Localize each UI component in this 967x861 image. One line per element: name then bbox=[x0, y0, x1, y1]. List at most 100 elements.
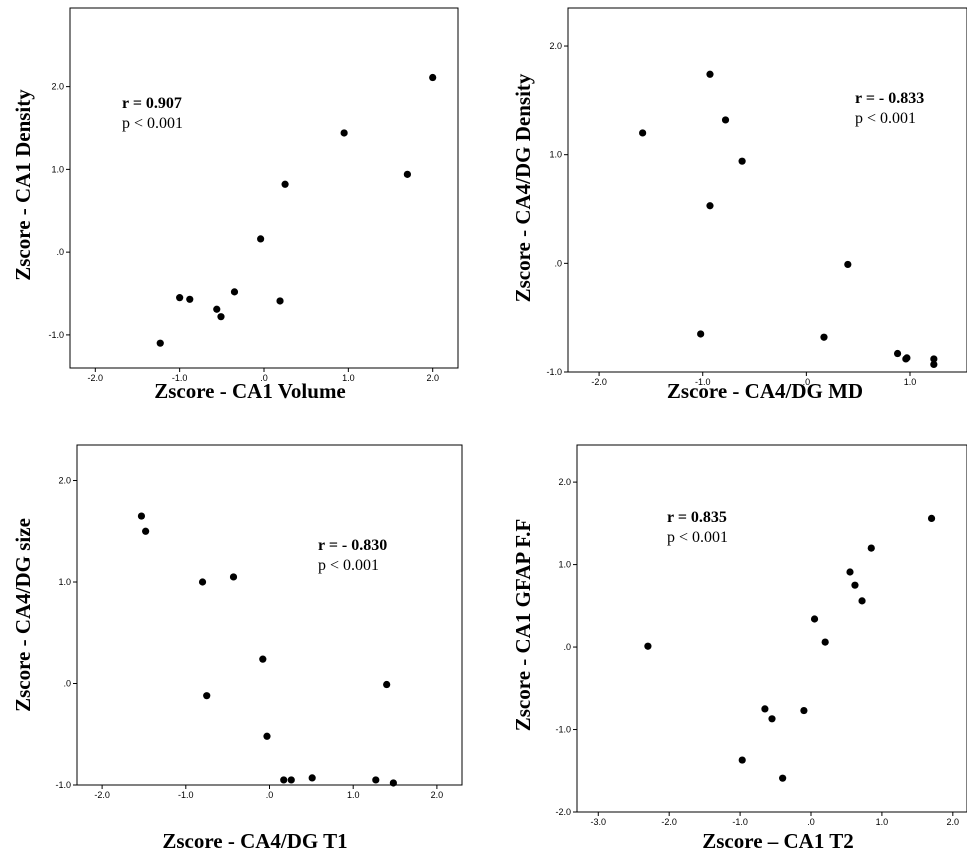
x-tick-label: -1.0 bbox=[695, 377, 711, 387]
y-tick-label: -1.0 bbox=[546, 367, 562, 377]
y-tick-label: .0 bbox=[56, 247, 64, 257]
data-point bbox=[779, 774, 787, 782]
p-value: p < 0.001 bbox=[667, 529, 728, 546]
data-point bbox=[229, 573, 238, 581]
data-point bbox=[903, 354, 911, 362]
x-tick-label: -2.0 bbox=[661, 817, 677, 827]
scatter-panel-1: -2.0 -1.0 .0 1.0 2.0 -1.0 .0 1.0 2.0 Zscore - CA1… bbox=[11, 7, 459, 403]
x-tick-label: .0 bbox=[803, 377, 811, 387]
data-point bbox=[389, 779, 397, 787]
data-point bbox=[768, 715, 776, 723]
data-point bbox=[721, 116, 730, 124]
data-point bbox=[930, 360, 938, 368]
data-point bbox=[706, 70, 714, 78]
data-point bbox=[851, 581, 859, 589]
data-point bbox=[697, 330, 705, 338]
scatter-panel-4: -3.0 -2.0 -1.0 .0 1.0 2.0 -2.0 -1.0 .0 1.0 2.0 Zsco… bbox=[511, 444, 967, 853]
y-tick-label: 1.0 bbox=[549, 150, 562, 160]
plot-frame bbox=[576, 444, 967, 813]
data-point bbox=[142, 527, 150, 535]
data-point bbox=[383, 680, 391, 689]
plot-frame bbox=[69, 7, 459, 369]
y-tick-label: 1.0 bbox=[558, 560, 571, 570]
x-tick-label: 2.0 bbox=[426, 373, 439, 383]
data-point bbox=[639, 129, 647, 137]
scatter-panel-3: -2.0 -1.0 .0 1.0 2.0 -1.0 .0 1.0 2.0 Zscore - CA4… bbox=[11, 444, 463, 853]
y-tick-label: .0 bbox=[563, 642, 571, 652]
data-point bbox=[893, 349, 902, 358]
p-value: p < 0.001 bbox=[318, 557, 379, 574]
data-point bbox=[217, 313, 225, 321]
data-point bbox=[846, 568, 854, 576]
x-tick-label: 2.0 bbox=[431, 790, 444, 800]
data-point bbox=[738, 756, 746, 764]
data-point bbox=[137, 512, 146, 520]
correlation-coefficient: r = 0.907 bbox=[122, 95, 182, 112]
y-tick-label: .0 bbox=[63, 679, 71, 689]
x-axis-label: Zscore - CA4/DG T1 bbox=[162, 829, 347, 853]
data-point bbox=[176, 294, 184, 302]
data-point bbox=[230, 288, 239, 296]
data-point bbox=[927, 514, 936, 523]
x-tick-label: 1.0 bbox=[904, 377, 917, 387]
data-point bbox=[213, 305, 221, 313]
data-point bbox=[259, 655, 267, 663]
x-axis-label: Zscore - CA1 Volume bbox=[154, 379, 346, 403]
data-point bbox=[867, 544, 875, 552]
y-tick-label: -1.0 bbox=[48, 330, 64, 340]
y-tick-label: 1.0 bbox=[58, 577, 71, 587]
data-point bbox=[403, 170, 411, 178]
data-point bbox=[281, 180, 289, 188]
data-point bbox=[257, 235, 265, 243]
scatter-panel-2: -2.0 -1.0 .0 1.0 -1.0 .0 1.0 2.0 Zscore - CA4/DG… bbox=[511, 7, 967, 403]
x-tick-label: 1.0 bbox=[342, 373, 355, 383]
x-tick-label: -2.0 bbox=[94, 790, 110, 800]
data-point bbox=[644, 642, 652, 650]
data-point bbox=[800, 706, 808, 715]
x-tick-label: -3.0 bbox=[591, 817, 607, 827]
data-point bbox=[308, 774, 316, 782]
p-value: p < 0.001 bbox=[122, 115, 183, 132]
x-tick-label: 1.0 bbox=[876, 817, 889, 827]
data-point bbox=[287, 776, 295, 784]
x-tick-label: 1.0 bbox=[347, 790, 360, 800]
data-point bbox=[821, 638, 829, 646]
correlation-coefficient: r = 0.835 bbox=[667, 509, 727, 526]
data-point bbox=[340, 129, 348, 137]
x-tick-label: .0 bbox=[807, 817, 815, 827]
data-point bbox=[186, 295, 194, 303]
x-tick-label: -2.0 bbox=[591, 377, 607, 387]
y-tick-label: 1.0 bbox=[51, 164, 64, 174]
plot-frame bbox=[567, 7, 967, 373]
correlation-coefficient: r = - 0.830 bbox=[318, 537, 387, 554]
data-point bbox=[738, 157, 746, 165]
data-point bbox=[844, 260, 852, 269]
y-tick-label: 2.0 bbox=[51, 82, 64, 92]
y-tick-label: .0 bbox=[554, 258, 562, 268]
y-axis-label: Zscore - CA4/DG size bbox=[11, 518, 35, 712]
x-axis-label: Zscore - CA4/DG MD bbox=[667, 379, 863, 403]
correlation-coefficient: r = - 0.833 bbox=[855, 90, 924, 107]
y-axis-label: Zscore - CA1 GFAP F.F bbox=[511, 519, 535, 732]
data-point bbox=[429, 73, 437, 82]
p-value: p < 0.001 bbox=[855, 110, 916, 127]
data-point bbox=[706, 202, 714, 210]
data-point bbox=[810, 615, 819, 623]
x-axis-label: Zscore – CA1 T2 bbox=[702, 829, 853, 853]
data-point bbox=[372, 776, 380, 784]
y-tick-label: -2.0 bbox=[555, 807, 571, 817]
data-point bbox=[280, 776, 288, 784]
data-point bbox=[156, 339, 164, 347]
data-point bbox=[198, 578, 207, 586]
y-tick-label: 2.0 bbox=[58, 476, 71, 486]
data-point bbox=[820, 333, 828, 341]
data-point bbox=[858, 597, 866, 605]
x-tick-label: .0 bbox=[266, 790, 274, 800]
y-tick-label: -1.0 bbox=[55, 780, 71, 790]
y-axis-label: Zscore - CA4/DG Density bbox=[511, 73, 535, 302]
x-tick-label: -2.0 bbox=[88, 373, 104, 383]
x-tick-label: -1.0 bbox=[178, 790, 194, 800]
x-tick-label: -1.0 bbox=[172, 373, 188, 383]
data-point bbox=[263, 732, 271, 740]
